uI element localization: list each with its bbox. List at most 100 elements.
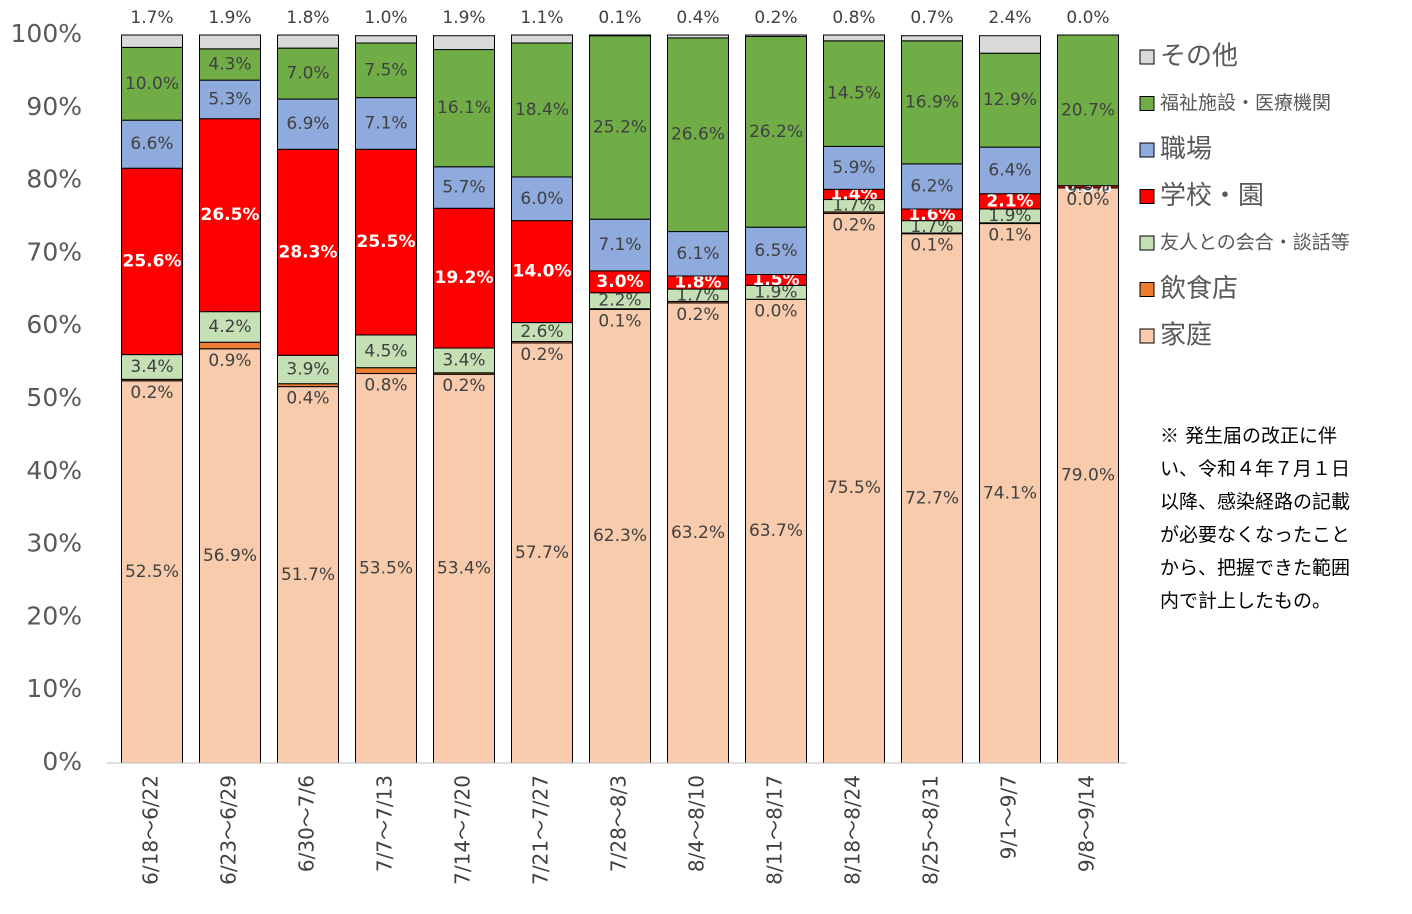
y-tick-label: 80% — [26, 165, 82, 194]
value-label: 5.7% — [442, 178, 485, 198]
bar-segment — [589, 35, 651, 220]
value-label: 3.4% — [130, 357, 173, 377]
x-tick-label: 6/30～7/6 — [295, 775, 319, 872]
y-tick-label: 40% — [26, 456, 82, 485]
value-label: 1.9% — [442, 8, 485, 28]
value-label: 7.1% — [364, 113, 407, 133]
value-label: 0.0% — [1066, 8, 1109, 28]
bar-segment — [433, 49, 495, 168]
value-label: 14.5% — [827, 84, 881, 104]
bar-segment — [589, 218, 651, 272]
bar-segment — [667, 37, 729, 233]
value-label: 1.1% — [520, 8, 563, 28]
legend-swatch — [1139, 282, 1155, 297]
bar-segment — [979, 52, 1041, 148]
x-tick-label: 7/21～7/27 — [529, 775, 553, 885]
bar-segment — [511, 342, 573, 764]
bar-segment — [511, 220, 573, 324]
value-label: 0.2% — [754, 8, 797, 28]
value-label: 2.4% — [988, 8, 1031, 28]
value-label: 63.2% — [671, 523, 725, 543]
bar-segment — [277, 34, 339, 49]
value-label: 7.1% — [598, 235, 641, 255]
value-label: 2.6% — [520, 322, 563, 342]
value-label: 1.7% — [910, 217, 953, 237]
bar-segment — [355, 334, 417, 369]
bar-segment — [355, 42, 417, 99]
value-label: 28.3% — [279, 242, 338, 262]
x-tick-label: 8/25～8/31 — [919, 775, 943, 885]
value-label: 6.9% — [286, 114, 329, 134]
bar-segment — [745, 298, 807, 764]
value-label: 7.5% — [364, 60, 407, 80]
bar-segment — [511, 42, 573, 178]
value-label: 1.8% — [286, 8, 329, 28]
value-label: 63.7% — [749, 521, 803, 541]
value-label: 12.9% — [983, 90, 1037, 110]
value-label: 7.0% — [286, 64, 329, 84]
bar-segment — [979, 223, 1041, 764]
bar-segment — [277, 148, 339, 356]
value-label: 2.1% — [986, 191, 1033, 211]
x-tick-label: 9/8～9/14 — [1075, 775, 1099, 872]
bar-segment — [355, 148, 417, 336]
value-label: 0.4% — [286, 389, 329, 409]
bar-segment — [355, 373, 417, 764]
bar-segment — [511, 34, 573, 44]
value-label: 16.1% — [437, 98, 491, 118]
value-label: 1.7% — [832, 196, 875, 216]
value-label: 0.2% — [676, 305, 719, 325]
value-label: 62.3% — [593, 526, 647, 546]
bar-segment — [199, 79, 261, 120]
value-label: 79.0% — [1061, 465, 1115, 485]
legend-swatch — [1139, 49, 1155, 65]
x-tick-label: 7/14～7/20 — [451, 775, 475, 885]
value-label: 18.4% — [515, 100, 569, 120]
value-label: 25.2% — [593, 117, 647, 137]
bar-segment — [199, 311, 261, 343]
value-label: 25.6% — [123, 251, 182, 271]
bar-segment — [277, 47, 339, 100]
bar-segment — [589, 308, 651, 764]
value-label: 52.5% — [125, 562, 179, 582]
bar-segment — [901, 163, 963, 210]
value-label: 19.2% — [435, 268, 494, 288]
value-label: 25.5% — [357, 232, 416, 252]
value-label: 57.7% — [515, 543, 569, 563]
value-label: 4.2% — [208, 317, 251, 337]
note: 内で計上したもの。 — [1160, 590, 1331, 612]
value-label: 20.7% — [1061, 100, 1115, 120]
value-label: 1.9% — [988, 206, 1031, 226]
x-tick-label: 6/23～6/29 — [217, 775, 241, 885]
value-label: 3.4% — [442, 350, 485, 370]
value-label: 14.0% — [513, 262, 572, 282]
bar-segment — [745, 226, 807, 276]
legend-swatch — [1139, 189, 1155, 204]
bar-segment — [667, 302, 729, 764]
value-label: 51.7% — [281, 565, 335, 585]
value-label: 4.3% — [208, 54, 251, 74]
bar-segment — [121, 167, 183, 356]
bar-segment — [979, 35, 1041, 54]
value-label: 6.2% — [910, 176, 953, 196]
bar-segment — [667, 34, 729, 39]
value-label: 1.9% — [208, 8, 251, 28]
value-label: 75.5% — [827, 478, 881, 498]
value-label: 26.6% — [671, 125, 725, 145]
value-label: 0.2% — [442, 376, 485, 396]
bar-segment — [355, 97, 417, 150]
value-label: 0.7% — [910, 8, 953, 28]
legend-label: その他 — [1160, 42, 1238, 72]
value-label: 6.6% — [130, 134, 173, 154]
legend-label: 友人との会合・談話等 — [1160, 232, 1350, 254]
y-tick-label: 10% — [26, 674, 82, 703]
y-tick-label: 50% — [26, 383, 82, 412]
legend-label: 家庭 — [1160, 321, 1212, 351]
x-tick-label: 8/11～8/17 — [763, 775, 787, 885]
bar-segment — [199, 348, 261, 764]
value-label: 0.1% — [910, 236, 953, 256]
value-label: 6.4% — [988, 160, 1031, 180]
bar-segment — [433, 347, 495, 374]
bar-segment — [199, 118, 261, 313]
